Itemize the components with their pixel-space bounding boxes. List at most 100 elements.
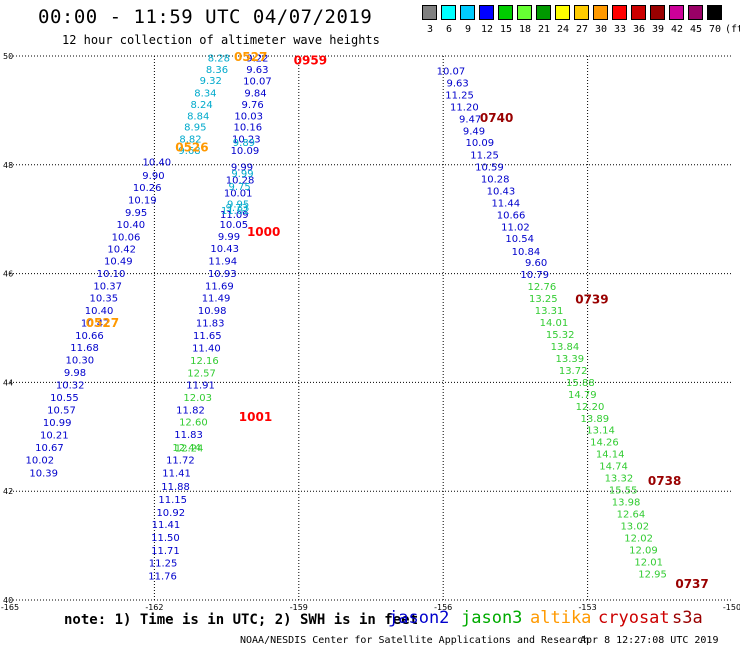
wave-height-value: 13.02 xyxy=(620,521,649,532)
wave-height-value: 10.05 xyxy=(219,220,248,231)
wave-height-value: 10.59 xyxy=(475,162,504,173)
scale-swatch xyxy=(498,5,513,20)
wave-height-value: 10.40 xyxy=(85,306,114,317)
pass-time-label: 0738 xyxy=(648,474,681,488)
wave-height-value: 10.01 xyxy=(224,189,253,200)
wave-height-value: 9.99 xyxy=(231,162,253,173)
wave-height-value: 9.47 xyxy=(459,115,481,126)
wave-height-value: 8.24 xyxy=(190,100,212,111)
wave-height-value: 10.28 xyxy=(481,174,510,185)
wave-height-value: 12.09 xyxy=(629,545,658,556)
wave-height-value: 12.44 xyxy=(172,443,201,454)
scale-swatch xyxy=(631,5,646,20)
wave-height-value: 10.93 xyxy=(208,269,237,280)
wave-height-value: 13.89 xyxy=(580,414,609,425)
wave-height-value: 9.99 xyxy=(231,169,253,180)
wave-height-value: 8.95 xyxy=(184,123,206,134)
wave-height-value: 11.44 xyxy=(491,198,520,209)
y-tick-label: 42 xyxy=(3,487,13,496)
wave-height-value: 11.88 xyxy=(161,482,190,493)
wave-height-value: 9.84 xyxy=(244,88,266,99)
wave-height-value: 10.39 xyxy=(29,469,58,480)
scale-swatch xyxy=(422,5,437,20)
wave-height-value: 10.79 xyxy=(520,270,549,281)
wave-height-value: 11.83 xyxy=(174,430,203,441)
wave-height-value: 9.95 xyxy=(125,208,147,219)
wave-height-value: 11.25 xyxy=(149,558,178,569)
wave-height-value: 10.99 xyxy=(43,418,72,429)
wave-height-value: 10.09 xyxy=(465,138,494,149)
x-tick-label: -153 xyxy=(579,603,597,612)
wave-height-value: 9.22 xyxy=(246,54,268,65)
scale-swatch xyxy=(612,5,627,20)
scale-swatch xyxy=(707,5,722,20)
pass-time-label: 0739 xyxy=(575,293,608,307)
wave-height-value: 12.64 xyxy=(617,510,646,521)
wave-height-value: 11.71 xyxy=(151,546,180,557)
wave-height-value: 10.47 xyxy=(81,319,110,330)
wave-height-value: 9.73 xyxy=(226,203,248,214)
wave-height-value: 10.26 xyxy=(133,183,162,194)
wave-height-value: 11.69 xyxy=(205,282,234,293)
wave-height-value: 9.49 xyxy=(463,127,485,138)
wave-height-value: 12.20 xyxy=(576,402,605,413)
y-tick-label: 40 xyxy=(3,596,13,605)
scale-swatch xyxy=(460,5,475,20)
y-tick-label: 44 xyxy=(3,378,13,387)
wave-height-value: 11.41 xyxy=(152,520,181,531)
generated-timestamp: Apr 8 12:27:08 UTC 2019 xyxy=(580,635,719,646)
scale-swatch xyxy=(517,5,532,20)
credit-line: NOAA/NESDIS Center for Satellite Applica… xyxy=(240,635,590,646)
legend-jason2: jason2 xyxy=(388,608,450,628)
scale-label: 39 xyxy=(651,24,665,35)
wave-height-value: 9.75 xyxy=(228,182,250,193)
wave-height-value: 9.90 xyxy=(142,171,164,182)
wave-height-value: 12.02 xyxy=(624,533,653,544)
scale-label: 15 xyxy=(499,24,513,35)
wave-height-value: 13.25 xyxy=(529,294,558,305)
wave-height-value: 11.82 xyxy=(221,206,250,217)
wave-height-value: 8.84 xyxy=(187,111,209,122)
wave-height-value: 10.49 xyxy=(104,257,133,268)
scale-swatch xyxy=(574,5,589,20)
wave-height-value: 9.60 xyxy=(525,258,547,269)
legend-s3a: s3a xyxy=(672,608,703,628)
wave-height-value: 15.32 xyxy=(546,330,575,341)
wave-height-value: 9.89 xyxy=(233,138,255,149)
pass-time-label: 0526 xyxy=(175,140,208,154)
scale-label: 6 xyxy=(445,24,453,35)
wave-height-value: 11.25 xyxy=(445,91,474,102)
wave-height-value: 10.03 xyxy=(234,111,263,122)
legend-altika: altika xyxy=(530,608,592,628)
wave-height-value: 9.63 xyxy=(246,65,268,76)
wave-height-value: 10.02 xyxy=(26,456,55,467)
wave-height-value: 13.32 xyxy=(605,474,634,485)
wave-height-value: 11.09 xyxy=(220,210,249,221)
wave-height-value: 11.41 xyxy=(162,469,191,480)
wave-height-value: 11.76 xyxy=(148,572,177,583)
wave-height-value: 11.49 xyxy=(202,294,231,305)
scale-swatch xyxy=(555,5,570,20)
wave-height-value: 13.39 xyxy=(555,354,584,365)
wave-height-value: 14.79 xyxy=(568,390,597,401)
footer-note: note: 1) Time is in UTC; 2) SWH is in fe… xyxy=(64,612,419,628)
scale-swatch xyxy=(593,5,608,20)
pass-time-label: 0959 xyxy=(294,53,327,67)
scale-label: 36 xyxy=(632,24,646,35)
wave-height-value: 9.76 xyxy=(241,100,263,111)
wave-height-value: 9.99 xyxy=(218,232,240,243)
wave-height-value: 10.66 xyxy=(75,331,104,342)
wave-height-value: 14.01 xyxy=(540,318,569,329)
wave-height-value: 10.66 xyxy=(497,210,526,221)
wave-height-value: 10.23 xyxy=(232,135,261,146)
wave-height-value: 13.31 xyxy=(535,306,564,317)
wave-height-value: 12.60 xyxy=(179,418,208,429)
wave-height-value: 11.20 xyxy=(450,103,479,114)
y-tick-label: 50 xyxy=(3,52,13,61)
wave-height-value: 9.98 xyxy=(64,368,86,379)
wave-height-value: 13.98 xyxy=(612,498,641,509)
scale-label: 3 xyxy=(426,24,434,35)
scale-swatch xyxy=(441,5,456,20)
wave-height-value: 10.40 xyxy=(142,158,171,169)
